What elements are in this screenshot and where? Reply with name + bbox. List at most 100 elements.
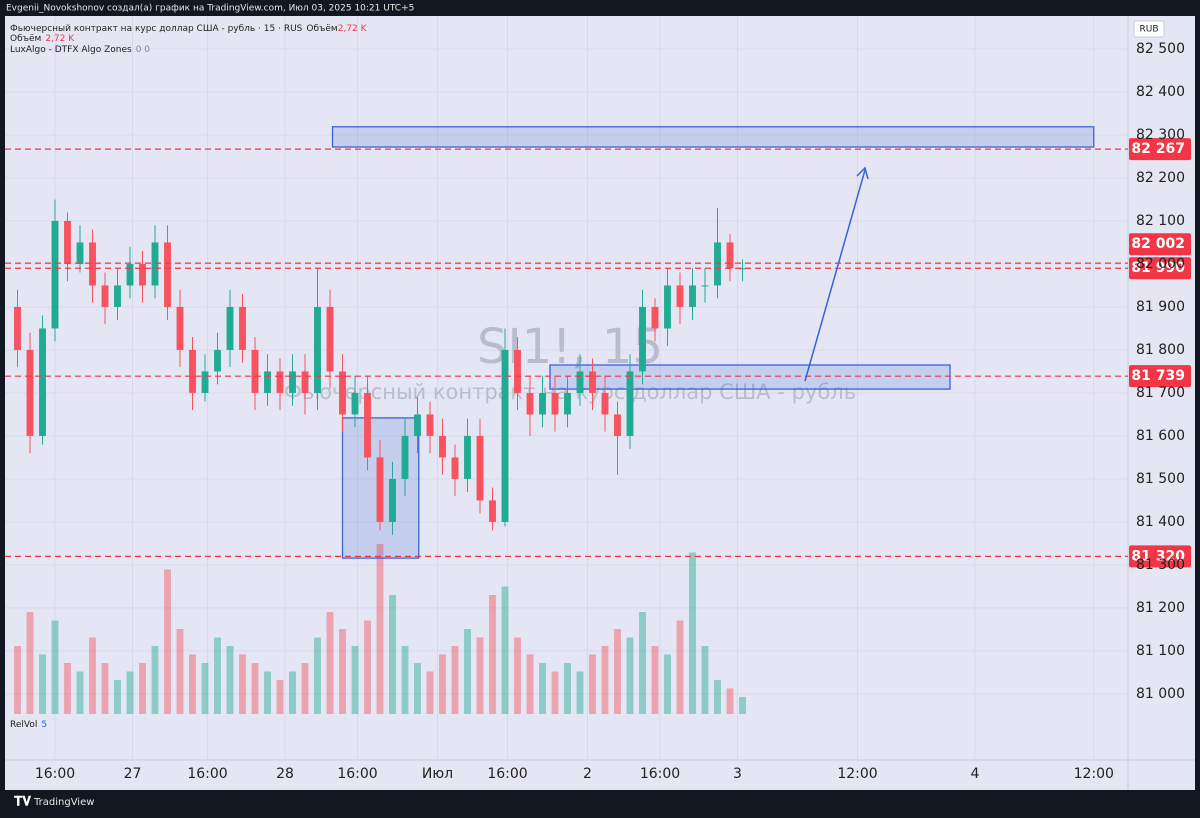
volume-bar [126, 671, 134, 714]
candle-body [414, 414, 421, 436]
candle-body [64, 220, 71, 264]
y-tick-label: 81 800 [1136, 342, 1185, 358]
volume-bar [564, 663, 571, 714]
volume-bar [176, 629, 184, 714]
candle-body [576, 371, 584, 393]
candle-body [451, 457, 459, 479]
currency-box[interactable] [1133, 20, 1165, 38]
volume-bar [551, 671, 559, 714]
footer-logo: 𝐓𝐕 [14, 795, 31, 810]
candle-body [201, 371, 209, 393]
volume-bar [401, 646, 409, 714]
candle-body [714, 242, 721, 286]
x-tick-label: Июл [422, 766, 453, 782]
candle-body [89, 242, 96, 286]
volume-bar [589, 654, 596, 714]
volume-bar [351, 646, 359, 714]
volume-bar [514, 637, 521, 714]
volume-bar [226, 646, 234, 714]
levels: 82 267 82 002 81 990 81 739 81 320 [5, 138, 1191, 568]
volume-bar [426, 671, 434, 714]
candle-body [164, 242, 171, 307]
volume-bar [676, 620, 684, 714]
candle-body [526, 392, 534, 415]
candle-body [726, 242, 734, 269]
legend-symbol-text: Фьючерсный контракт на курс доллар США -… [10, 24, 303, 34]
candle-body [176, 306, 184, 350]
arrow [804, 166, 869, 382]
candle-body [139, 263, 146, 286]
candle-body [339, 371, 346, 415]
level-label-box [1129, 257, 1191, 280]
x-tick-label: 16:00 [337, 766, 377, 782]
y-tick-label: 81 500 [1136, 471, 1185, 487]
volume-bar [501, 586, 509, 714]
volume-bar [101, 663, 109, 714]
y-tick-label: 82 400 [1136, 84, 1185, 100]
legend-volume-value: 2,72 K [338, 24, 368, 34]
level-label-box [1129, 365, 1191, 388]
candle-body [701, 285, 709, 287]
volume-bar [664, 654, 671, 714]
volume-bar [614, 629, 621, 714]
candle-body [589, 371, 596, 393]
y-tick-label: 82 500 [1136, 41, 1185, 57]
level-label: 81 990 [1131, 260, 1185, 276]
candle-body [14, 306, 21, 350]
currency[interactable]: RUB [1139, 25, 1158, 35]
x-tick-label: 16:00 [187, 766, 227, 782]
candle-body [214, 349, 221, 372]
volume-bar [464, 629, 471, 714]
volume-bar [389, 595, 396, 714]
candle-body [276, 371, 284, 393]
candle-body [639, 306, 646, 372]
legend-volume: Объём 2,72 K [10, 34, 75, 44]
volume-bar [714, 680, 721, 714]
candle-body [426, 414, 434, 436]
volume-bar [476, 637, 484, 714]
grid [5, 16, 1128, 760]
volume-bar [539, 663, 546, 714]
level-label-box [1129, 233, 1191, 256]
y-tick-label: 82 300 [1136, 127, 1185, 143]
candle-body [401, 435, 409, 479]
candle-body [101, 285, 109, 307]
volume-bar [414, 663, 421, 714]
volume-bar [139, 663, 146, 714]
volume-bar [489, 595, 496, 714]
volume-bar [326, 612, 334, 714]
candle-body [501, 349, 509, 522]
x-tick-label: 4 [971, 766, 980, 782]
y-tick-label: 81 900 [1136, 299, 1185, 315]
x-tick-label: 2 [583, 766, 592, 782]
y-tick-label: 81 400 [1136, 514, 1185, 530]
volume-bar [639, 612, 646, 714]
legend-symbol: Фьючерсный контракт на курс доллар США -… [10, 24, 368, 34]
candle-body [389, 478, 396, 522]
relvol-arg: 5 [41, 720, 47, 730]
y-tick-label: 82 100 [1136, 213, 1185, 229]
x-tick-label: 16:00 [487, 766, 527, 782]
y-tick-label: 81 600 [1136, 428, 1185, 444]
volume-bar [576, 671, 584, 714]
legend-indicator-name: LuxAlgo - DTFX Algo Zones [10, 45, 132, 55]
volume-bar [526, 654, 534, 714]
level-label-box [1129, 138, 1191, 161]
volume-bar [339, 629, 346, 714]
volume-bar [439, 654, 446, 714]
candle-body [251, 349, 259, 393]
candle-body [289, 371, 296, 393]
header-text: Evgenii_Novokshonov создал(а) график на … [6, 4, 414, 14]
volume-bar [239, 654, 246, 714]
candle-body [614, 414, 621, 436]
x-tick-label: 27 [124, 766, 142, 782]
legend-indicator-args: 0 0 [136, 45, 151, 55]
level-label: 82 002 [1131, 236, 1185, 252]
volume-bar [726, 688, 734, 714]
legend-volume-name: Объём [306, 24, 337, 34]
candle-body [126, 263, 134, 286]
candle-body [689, 285, 696, 307]
y-tick-label: 81 200 [1136, 600, 1185, 616]
volume-bar [14, 646, 21, 714]
candles [14, 199, 746, 535]
